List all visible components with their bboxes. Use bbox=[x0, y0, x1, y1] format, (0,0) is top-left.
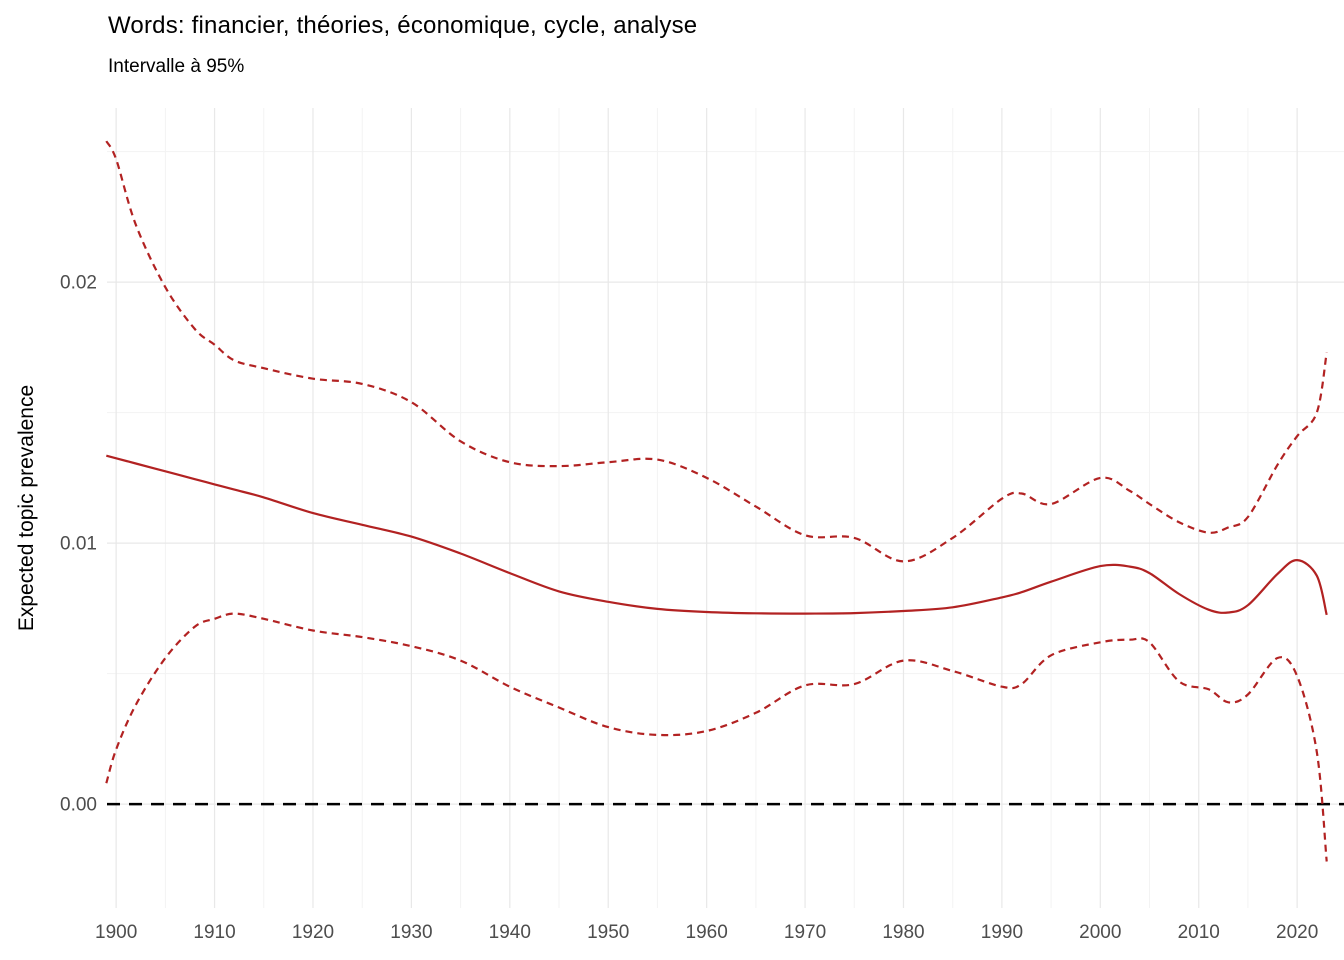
x-tick-label: 1940 bbox=[489, 922, 531, 943]
plot-subtitle: Intervalle à 95% bbox=[108, 56, 245, 77]
x-tick-label: 1920 bbox=[292, 922, 334, 943]
series-ci_upper_95 bbox=[105, 140, 1328, 563]
x-tick-label: 1910 bbox=[193, 922, 235, 943]
x-tick-label: 1930 bbox=[390, 922, 432, 943]
x-tick-label: 2020 bbox=[1276, 922, 1318, 943]
x-tick-label: 1950 bbox=[587, 922, 629, 943]
x-tick-label: 1980 bbox=[882, 922, 924, 943]
x-tick-label: 1970 bbox=[784, 922, 826, 943]
x-tick-label: 1990 bbox=[981, 922, 1023, 943]
y-tick-label: 0.00 bbox=[60, 795, 97, 816]
series-expected_topic_prevalence bbox=[106, 454, 1328, 616]
y-tick-label: 0.01 bbox=[60, 534, 97, 555]
x-tick-label: 1960 bbox=[686, 922, 728, 943]
series-ci_lower_95 bbox=[105, 612, 1328, 862]
plot-title: Words: financier, théories, économique, … bbox=[108, 12, 698, 39]
x-tick-label: 1900 bbox=[95, 922, 137, 943]
x-tick-label: 2000 bbox=[1079, 922, 1121, 943]
x-tick-label: 2010 bbox=[1178, 922, 1220, 943]
y-tick-label: 0.02 bbox=[60, 273, 97, 294]
